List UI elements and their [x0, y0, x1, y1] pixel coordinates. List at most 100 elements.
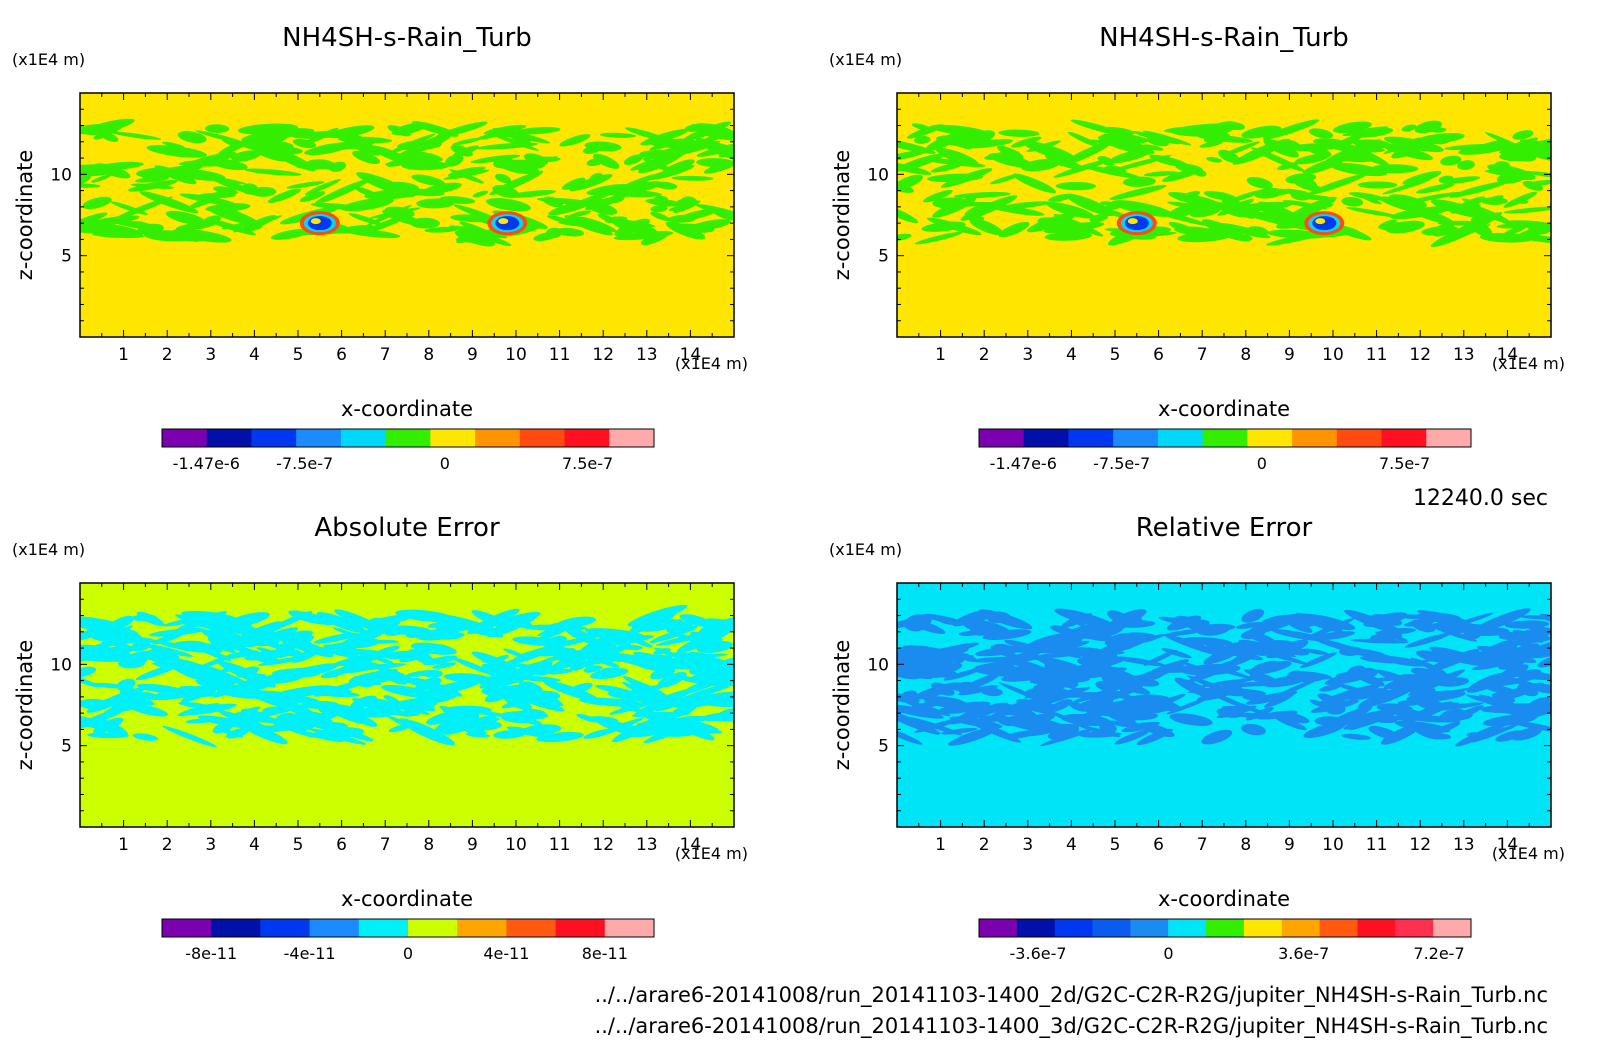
contour-blob — [515, 126, 561, 135]
contour-blob — [533, 231, 559, 242]
contour-blob — [1100, 201, 1122, 207]
colorbar-tick-label: 8e-11 — [582, 944, 628, 963]
contour-blob — [612, 219, 658, 235]
contour-blob — [1021, 653, 1079, 668]
contour-blob — [340, 729, 374, 742]
contour-blob — [673, 653, 728, 660]
contour-blob — [1441, 176, 1481, 185]
chart-title: Absolute Error — [314, 513, 500, 543]
contour-blob — [244, 168, 302, 176]
contour-blob — [308, 728, 367, 745]
colorbar-cell — [475, 429, 521, 447]
chart-panel-2: NH4SH-s-Rain_Turb(x1E4 m)(x1E4 m)1 2 3 4 5 6 7… — [829, 23, 1565, 473]
contour-blob — [1012, 173, 1057, 194]
x-unit-label: (x1E4 m) — [1492, 844, 1565, 863]
contour-blob — [1340, 647, 1385, 657]
contour-blob — [147, 656, 200, 668]
y-unit-label: (x1E4 m) — [12, 50, 85, 69]
storm-cell-center — [310, 218, 321, 225]
colorbar-cell — [358, 919, 409, 937]
contour-blob — [1052, 725, 1080, 741]
contour-blob — [657, 142, 703, 154]
contour-blob — [210, 641, 236, 654]
contour-blob — [139, 191, 199, 214]
y-axis-label: z-coordinate — [13, 640, 37, 771]
y-tick-label: 5 — [61, 737, 72, 757]
contour-blob — [601, 667, 623, 673]
contour-blob — [549, 645, 603, 672]
contour-blob — [1065, 671, 1085, 678]
footer-path-3d: ../../arare6-20141008/run_20141103-1400_… — [595, 1014, 1548, 1039]
contour-blob — [284, 649, 303, 657]
contour-blob — [1495, 730, 1524, 742]
contour-blob — [1343, 716, 1377, 730]
contour-blob — [960, 611, 1003, 624]
contour-blob — [897, 646, 919, 657]
colorbar-tick-label: 3.6e-7 — [1278, 944, 1329, 963]
contour-blob — [267, 188, 301, 204]
contour-blob — [483, 124, 527, 135]
contour-blob — [477, 142, 539, 150]
x-tick-label: 3 — [205, 345, 216, 365]
contour-blob — [193, 653, 236, 671]
contour-blob — [919, 661, 951, 674]
contour-blob — [1359, 655, 1414, 664]
contour-blob — [87, 732, 129, 739]
colorbar-cell — [211, 919, 261, 937]
contour-blob — [1479, 232, 1534, 243]
contour-blob — [1164, 634, 1226, 657]
contour-blob — [1241, 608, 1265, 623]
contour-blob — [1187, 684, 1246, 693]
contour-blob — [399, 153, 430, 164]
contour-blob — [564, 627, 600, 645]
contour-blob — [1433, 626, 1477, 642]
x-tick-label: 6 — [336, 835, 347, 855]
contour-blob — [1314, 716, 1343, 726]
contour-blob — [969, 624, 998, 636]
x-tick-label: 7 — [380, 345, 391, 365]
contour-blob — [1142, 130, 1192, 146]
contour-blob — [1048, 193, 1074, 202]
contour-blob — [162, 725, 218, 748]
colorbar-cell — [162, 429, 208, 447]
contour-blob — [411, 174, 446, 186]
contour-blob — [932, 197, 977, 218]
contour-blob — [80, 164, 116, 172]
x-tick-label: 5 — [1110, 345, 1121, 365]
x-tick-label: 3 — [1022, 345, 1033, 365]
x-tick-label: 10 — [505, 345, 527, 365]
contour-blob — [333, 651, 394, 667]
colorbar-tick-label: 7.5e-7 — [1379, 454, 1430, 473]
contour-blob — [1089, 213, 1109, 223]
contour-blob — [260, 690, 322, 705]
contour-blob — [992, 703, 1037, 719]
contour-blob — [922, 189, 953, 203]
contour-blob — [1493, 161, 1511, 172]
x-tick-label: 12 — [592, 835, 614, 855]
contour-blob — [1341, 733, 1372, 740]
contour-blob — [174, 642, 224, 653]
contour-blob — [417, 644, 448, 654]
contour-blob — [466, 627, 504, 638]
contour-blob — [1255, 211, 1315, 231]
contour-blob — [226, 618, 254, 633]
colorbar-cell — [1433, 919, 1472, 937]
contour-blob — [443, 614, 504, 635]
colorbar-cell — [162, 919, 212, 937]
contour-blob — [1163, 126, 1206, 133]
contour-blob — [718, 147, 734, 158]
colorbar-cell — [385, 429, 431, 447]
contour-blob — [948, 702, 1008, 725]
contour-blob — [897, 233, 912, 242]
contour-blob — [485, 198, 532, 212]
y-tick-label: 5 — [61, 247, 72, 267]
contour-blob — [140, 643, 194, 657]
x-tick-label: 3 — [1022, 835, 1033, 855]
contour-blob — [435, 623, 472, 633]
contour-blob — [234, 715, 254, 726]
contour-blob — [595, 684, 639, 696]
contour-blob — [1247, 226, 1269, 236]
contour-blob — [91, 174, 112, 183]
contour-blob — [1036, 683, 1073, 698]
x-tick-label: 5 — [293, 835, 304, 855]
